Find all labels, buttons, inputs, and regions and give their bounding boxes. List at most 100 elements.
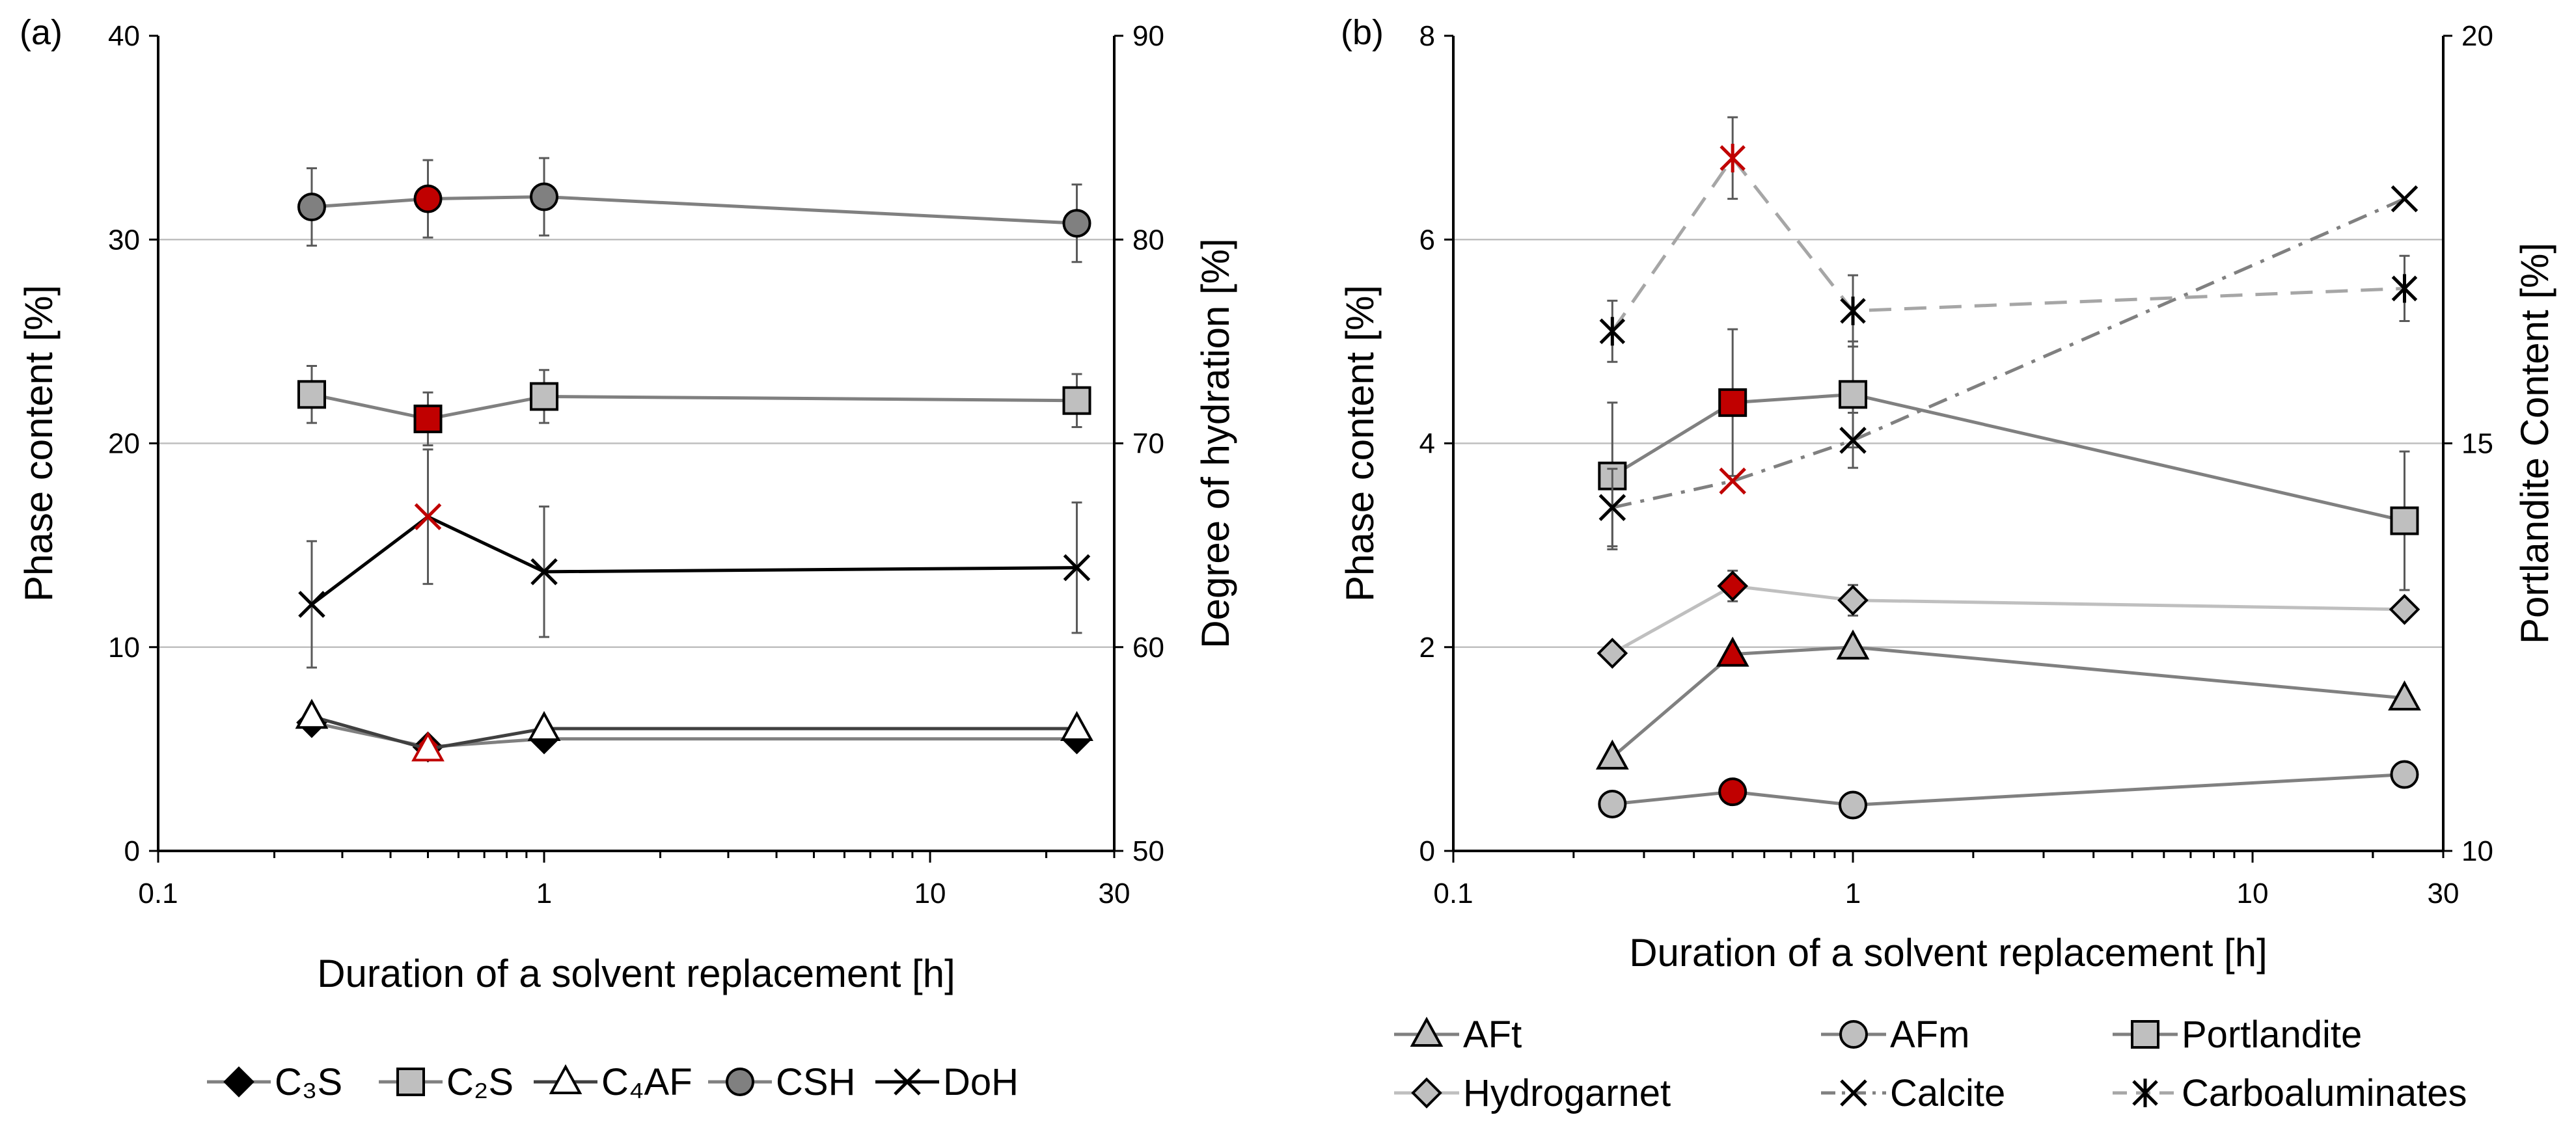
y2-tick-label: 90 [1132, 20, 1164, 52]
data-point [1598, 494, 1626, 521]
panel-label: (b) [1341, 13, 1384, 52]
data-point [1596, 638, 1628, 669]
data-point [413, 184, 443, 213]
data-point [2390, 506, 2419, 535]
data-point [2390, 760, 2419, 789]
y2-tick-label: 70 [1132, 428, 1164, 460]
series-line [311, 714, 1077, 751]
series-csh [297, 157, 1091, 263]
series-line [1611, 584, 2405, 655]
legend: AFt AFm Portlandite Hydrogarnet Calcite Carbo… [1394, 1014, 2467, 1114]
y-tick-label: 40 [108, 20, 140, 52]
y-tick-label: 2 [1419, 632, 1435, 664]
legend-marker [1840, 1079, 1867, 1107]
x-tick-label: 30 [1099, 878, 1130, 909]
series-line [311, 392, 1077, 421]
data-point [298, 591, 325, 618]
legend-marker [726, 1068, 754, 1096]
y2-tick-label: 80 [1132, 224, 1164, 256]
data-point [411, 731, 445, 762]
data-point [1599, 317, 1626, 346]
x-axis-title: Duration of a solvent replacement [h] [317, 952, 955, 995]
series-line [1612, 773, 2405, 807]
series-aft [1595, 629, 2421, 770]
data-point [1839, 427, 1867, 454]
x-axis-title: Duration of a solvent replacement [h] [1629, 931, 2268, 975]
legend: C₃S C₂S C₄AF CSH DoH [207, 1061, 1019, 1103]
data-point [1062, 386, 1091, 415]
series-c-af [295, 699, 1093, 762]
y-tick-label: 6 [1419, 224, 1435, 256]
y-axis-title: Phase content [%] [17, 285, 61, 602]
y2-tick-label: 50 [1132, 835, 1164, 867]
data-point [1717, 570, 1749, 602]
data-point [295, 699, 329, 729]
y2-axis-title: Portlandite Content [%] [2513, 243, 2556, 644]
data-point [530, 382, 559, 411]
series-hydrogarnet [1596, 569, 2420, 669]
y2-tick-label: 10 [2461, 835, 2493, 867]
legend-label: C₄AF [601, 1061, 692, 1103]
legend-marker [1411, 1077, 1442, 1109]
y2-tick-label: 60 [1132, 632, 1164, 664]
panel-a-chart: 0.1 1 10 30 0 10 20 30 40 50 60 70 80 90 Duration of a… [17, 13, 1237, 1103]
legend-marker [549, 1064, 582, 1094]
legend-label: Carboaluminates [2182, 1072, 2467, 1114]
legend-marker [1839, 1020, 1868, 1049]
y-tick-label: 20 [108, 428, 140, 460]
data-point [1840, 296, 1866, 325]
legend-marker [894, 1068, 921, 1096]
data-point [2391, 274, 2418, 303]
data-point [2389, 593, 2420, 625]
series-c-s [297, 364, 1091, 447]
data-point [414, 503, 442, 531]
legend-label: DoH [943, 1061, 1019, 1103]
x-tick-label: 10 [914, 878, 946, 909]
data-point [1837, 584, 1869, 616]
data-point [2388, 680, 2421, 711]
legend-marker [1410, 1016, 1444, 1047]
legend-label: AFt [1463, 1014, 1522, 1056]
legend-label: C₂S [446, 1061, 514, 1103]
data-point [1839, 380, 1868, 409]
legend-marker [2132, 1079, 2158, 1107]
data-point [1720, 143, 1746, 172]
y-tick-label: 4 [1419, 428, 1435, 460]
data-point [527, 710, 561, 742]
y-tick-label: 30 [108, 224, 140, 256]
x-tick-label: 10 [2237, 878, 2269, 909]
x-tick-label: 1 [1845, 878, 1861, 909]
series-line [310, 515, 1077, 606]
data-point [297, 193, 326, 222]
data-point [2391, 185, 2418, 213]
panel-label: (a) [20, 13, 62, 52]
data-point [1062, 209, 1091, 238]
legend-marker [2131, 1020, 2159, 1049]
legend-label: CSH [776, 1061, 855, 1103]
y-axis-title: Phase content [%] [1338, 285, 1382, 602]
data-point [1716, 636, 1749, 667]
y-tick-label: 8 [1419, 20, 1435, 52]
legend-label: C₃S [275, 1061, 342, 1103]
x-tick-label: 0.1 [138, 878, 178, 909]
data-point [1718, 388, 1747, 417]
x-tick-label: 0.1 [1433, 878, 1473, 909]
series-line [1611, 392, 2405, 522]
data-point [297, 380, 326, 409]
legend-marker [396, 1068, 425, 1096]
data-point [530, 558, 558, 585]
series-calcite [1598, 185, 2418, 548]
y-tick-label: 0 [124, 835, 140, 867]
data-point [1060, 710, 1093, 742]
data-point [1839, 790, 1868, 820]
y2-tick-label: 20 [2461, 20, 2493, 52]
y2-axis-title: Degree of hydration [%] [1194, 238, 1237, 648]
legend-label: Portlandite [2182, 1014, 2362, 1056]
y-tick-label: 10 [108, 632, 140, 664]
series-line [311, 721, 1077, 749]
series-line [311, 195, 1077, 225]
data-point [1063, 554, 1091, 582]
data-point [1598, 789, 1627, 818]
data-point [1595, 739, 1629, 770]
